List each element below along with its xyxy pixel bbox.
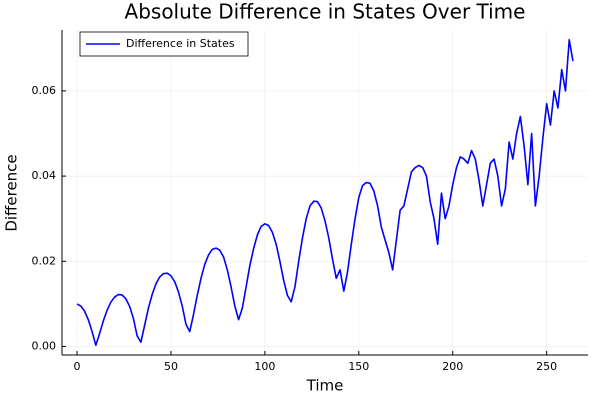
- chart-title: Absolute Difference in States Over Time: [125, 0, 526, 24]
- x-tick-label: 150: [348, 360, 369, 373]
- x-tick-label: 50: [164, 360, 178, 373]
- legend-label: Difference in States: [126, 37, 235, 50]
- y-tick-label: 0.02: [32, 254, 57, 267]
- y-tick-label: 0.04: [32, 169, 57, 182]
- x-axis-label: Time: [306, 377, 344, 395]
- y-tick-label: 0.00: [32, 339, 57, 352]
- data-line: [76, 39, 574, 346]
- y-axis-label: Difference: [3, 154, 21, 231]
- x-tick-label: 0: [74, 360, 81, 373]
- x-tick-label: 200: [442, 360, 463, 373]
- y-tick-label: 0.06: [32, 84, 57, 97]
- x-tick-label: 250: [536, 360, 557, 373]
- x-tick-label: 100: [254, 360, 275, 373]
